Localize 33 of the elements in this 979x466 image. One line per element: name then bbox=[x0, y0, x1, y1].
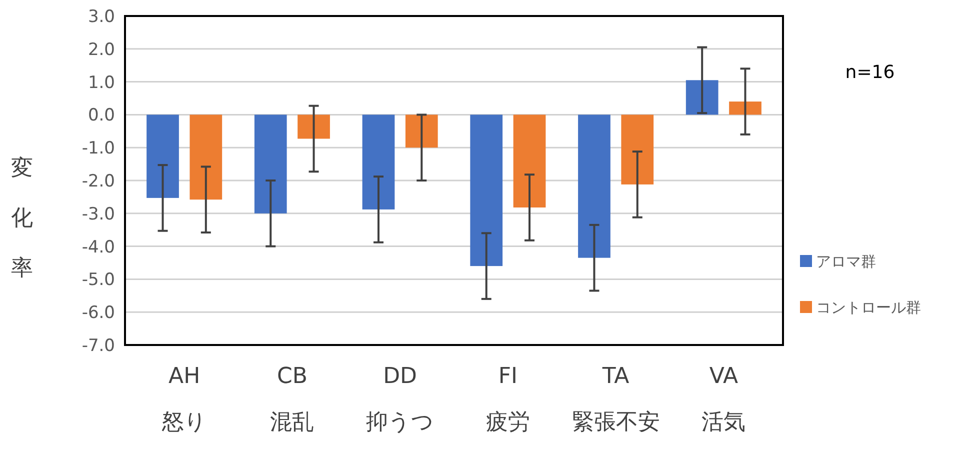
y-tick-label: -1.0 bbox=[82, 138, 115, 159]
y-tick-label: -2.0 bbox=[82, 171, 115, 192]
x-tick-label: AH 怒り bbox=[160, 364, 207, 435]
x-tick-label: TA 緊張不安 bbox=[572, 364, 660, 435]
y-tick-label: -7.0 bbox=[82, 336, 115, 356]
bar bbox=[405, 114, 438, 148]
x-tick-label: DD 抑うつ bbox=[366, 364, 434, 435]
bar bbox=[362, 114, 395, 210]
bar bbox=[254, 114, 287, 214]
y-tick-label: -5.0 bbox=[82, 270, 115, 290]
y-tick-label: 3.0 bbox=[88, 6, 115, 27]
y-tick-label: 2.0 bbox=[88, 40, 115, 60]
bar bbox=[470, 114, 503, 266]
y-tick-label: 0.0 bbox=[88, 106, 115, 126]
y-tick-label: 1.0 bbox=[88, 72, 115, 93]
bar bbox=[621, 114, 654, 184]
bar bbox=[513, 114, 546, 208]
y-tick-label: -6.0 bbox=[82, 303, 115, 324]
bar bbox=[146, 114, 179, 198]
bar bbox=[729, 102, 762, 115]
y-axis-title: 変化率 bbox=[11, 156, 33, 281]
text: n=16 bbox=[845, 62, 895, 83]
x-tick-label: FI 疲労 bbox=[486, 364, 530, 435]
x-tick-label: VA 活気 bbox=[702, 364, 746, 435]
bar bbox=[578, 114, 610, 258]
y-tick-label: -4.0 bbox=[82, 237, 115, 258]
y-tick-label: -3.0 bbox=[82, 204, 115, 224]
bar bbox=[298, 114, 330, 139]
legend-label: アロマ群 bbox=[816, 252, 876, 270]
bar bbox=[686, 80, 718, 115]
bar bbox=[190, 114, 222, 200]
x-tick-label: CB 混乱 bbox=[270, 364, 314, 435]
legend-label: コントロール群 bbox=[816, 298, 921, 316]
